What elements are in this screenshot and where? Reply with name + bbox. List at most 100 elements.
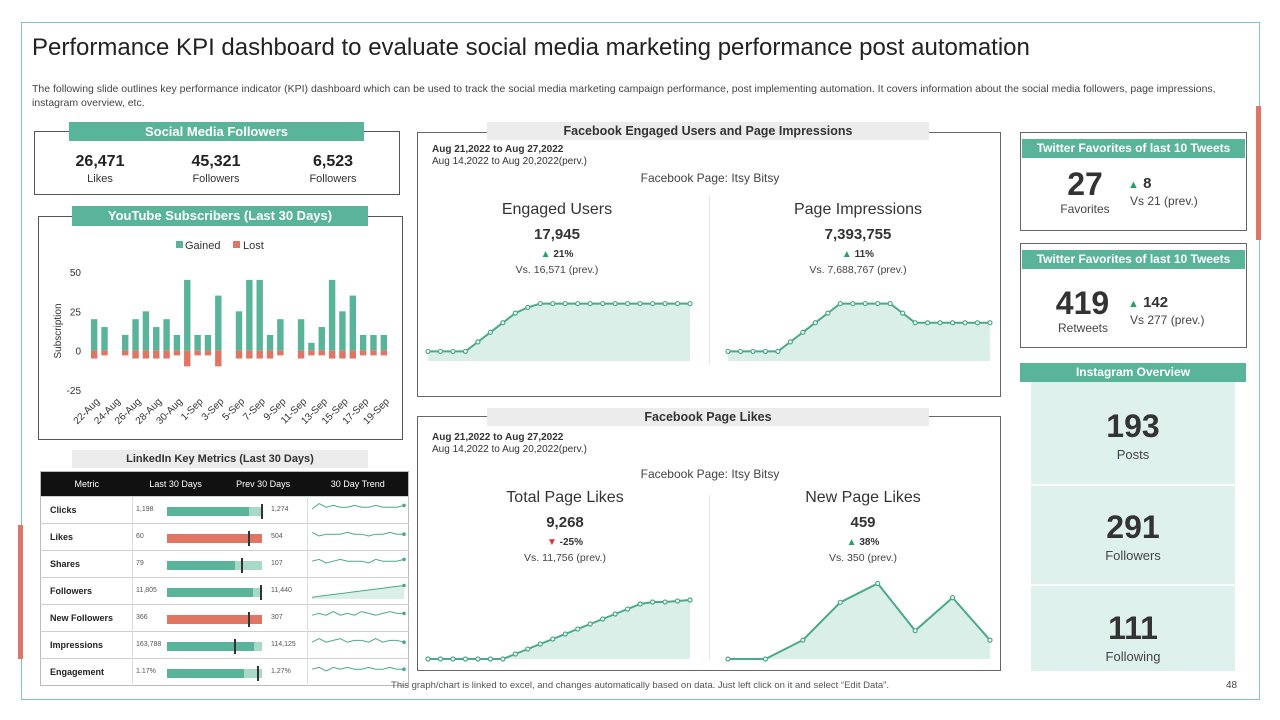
gained-bar bbox=[380, 334, 388, 351]
metric-value: 6,523 bbox=[312, 153, 354, 170]
linkedin-current-bar bbox=[167, 641, 255, 651]
y-tick-label: 50 bbox=[70, 268, 82, 279]
y-tick-label: -25 bbox=[67, 386, 82, 397]
up-triangle-icon: ▲ bbox=[1128, 179, 1139, 191]
linkedin-sparkline bbox=[311, 531, 406, 537]
fb-page-impressions-header: Page Impressions bbox=[793, 201, 923, 218]
change-value: 142 bbox=[1143, 294, 1169, 311]
data-point bbox=[787, 339, 793, 345]
linkedin-trend-cell bbox=[307, 577, 409, 605]
linkedin-prev-value: 1,274 bbox=[271, 505, 289, 513]
area-fill bbox=[428, 303, 690, 361]
lost-bar bbox=[153, 350, 160, 359]
twitter-retweets-value: 419 bbox=[1055, 285, 1110, 321]
data-point bbox=[762, 656, 769, 662]
gained-bar bbox=[101, 327, 108, 351]
fb-likes-prev-range: Aug 14,2022 to Aug 20,2022(perv.) bbox=[432, 444, 587, 455]
instagram-followers-value: 291 bbox=[1106, 509, 1160, 545]
y-tick-label: 0 bbox=[75, 347, 81, 358]
linkedin-prev-value: 107 bbox=[271, 559, 283, 567]
data-point bbox=[475, 656, 481, 662]
linkedin-metric-name: New Followers bbox=[40, 604, 133, 632]
fb-engaged-users-prev: Vs. 16,571 (prev.) bbox=[515, 264, 599, 276]
data-point bbox=[450, 348, 456, 355]
page-impressions-area-chart bbox=[725, 300, 993, 361]
instagram-following: 111 Following bbox=[1031, 610, 1235, 664]
x-tick-label: 1-Sep bbox=[179, 396, 206, 423]
gained-bar bbox=[256, 279, 263, 351]
fb-total-likes-value: 9,268 bbox=[546, 514, 584, 531]
sparkline-line bbox=[311, 531, 404, 537]
data-point bbox=[637, 601, 643, 607]
fb-likes-page-name: Facebook Page: Itsy Bitsy bbox=[640, 467, 780, 481]
page-description: The following slide outlines key perform… bbox=[32, 83, 1216, 109]
data-point bbox=[837, 599, 843, 605]
sparkline-line bbox=[311, 666, 404, 672]
gained-bar bbox=[194, 334, 201, 351]
twitter-retweets-change: ▲ 142 bbox=[1128, 294, 1168, 311]
lost-bar bbox=[122, 350, 129, 356]
linkedin-row-followers: Followers 11,805 11,440 bbox=[40, 577, 409, 605]
data-point bbox=[725, 348, 731, 355]
data-point bbox=[562, 631, 568, 637]
data-point bbox=[600, 616, 606, 622]
twitter-retweets-title: Twitter Favorites of last 10 Tweets bbox=[1022, 250, 1245, 269]
linkedin-metric-name: Followers bbox=[40, 577, 133, 605]
linkedin-target-marker bbox=[247, 530, 250, 546]
gained-bar bbox=[142, 311, 150, 351]
fb-page-impressions-prev: Vs. 7,688,767 (prev.) bbox=[809, 264, 907, 276]
legend-lost-swatch bbox=[233, 241, 240, 248]
lost-bar bbox=[266, 350, 274, 359]
data-point bbox=[487, 656, 493, 662]
metric-label: Likes bbox=[87, 173, 113, 185]
change-value: 8 bbox=[1143, 175, 1152, 192]
linkedin-trend-cell bbox=[307, 550, 409, 578]
data-point bbox=[437, 656, 444, 662]
fb-new-likes-prev: Vs. 350 (prev.) bbox=[828, 552, 898, 564]
fb-total-page-likes: Total Page Likes 9,268 ▼ -25% Vs. 11,756… bbox=[445, 489, 685, 564]
linkedin-row-impressions: Impressions 163,788 114,125 bbox=[40, 631, 409, 659]
data-point bbox=[725, 656, 731, 662]
linkedin-metrics-table: Metric Last 30 Days Prev 30 Days 30 Day … bbox=[40, 471, 409, 686]
page-title: Performance KPI dashboard to evaluate so… bbox=[32, 34, 1030, 61]
instagram-divider bbox=[1031, 484, 1235, 486]
lost-bar bbox=[132, 350, 139, 359]
linkedin-bullet-cell: 11,805 11,440 bbox=[132, 577, 308, 605]
sparkline-line bbox=[311, 585, 405, 598]
data-point bbox=[625, 606, 631, 612]
data-point bbox=[625, 300, 631, 307]
slide-frame bbox=[21, 22, 1260, 700]
linkedin-col-trend: 30 Day Trend bbox=[330, 479, 385, 489]
linkedin-current-bar bbox=[167, 506, 250, 516]
twitter-favorites-change: ▲ 8 bbox=[1128, 175, 1151, 192]
data-point bbox=[825, 310, 831, 316]
sparkline-line bbox=[311, 503, 405, 510]
linkedin-metric-name: Shares bbox=[40, 550, 133, 578]
data-point bbox=[525, 304, 531, 310]
data-point bbox=[600, 300, 606, 307]
linkedin-metric-name: Impressions bbox=[40, 631, 133, 659]
fb-engaged-users: Engaged Users 17,945 ▲ 21% Vs. 16,571 (p… bbox=[437, 201, 677, 276]
engaged-users-area-chart bbox=[425, 300, 693, 361]
sparkline-endpoint bbox=[402, 503, 406, 508]
data-point bbox=[949, 595, 956, 601]
linkedin-bullet-cell: 79 107 bbox=[132, 550, 308, 578]
fb-likes-divider bbox=[709, 495, 710, 660]
page-number: 48 bbox=[1226, 680, 1238, 691]
data-point bbox=[687, 300, 693, 307]
fb-new-likes-header: New Page Likes bbox=[805, 489, 921, 506]
lost-bar bbox=[173, 350, 181, 356]
fb-page-impressions-value: 7,393,755 bbox=[824, 226, 892, 243]
data-point bbox=[450, 656, 456, 662]
data-point bbox=[925, 320, 931, 326]
linkedin-trend-cell bbox=[307, 604, 409, 632]
area-fill bbox=[728, 583, 990, 659]
lost-bar bbox=[204, 350, 212, 356]
gained-bar bbox=[339, 311, 346, 351]
social-followers-title: Social Media Followers bbox=[69, 122, 364, 141]
lost-bar bbox=[328, 350, 336, 359]
fb-new-page-likes: New Page Likes 459 ▲ 38% Vs. 350 (prev.) bbox=[743, 489, 983, 564]
fb-engaged-title: Facebook Engaged Users and Page Impressi… bbox=[487, 122, 929, 140]
data-point bbox=[737, 348, 744, 355]
linkedin-current-bar bbox=[167, 614, 262, 624]
